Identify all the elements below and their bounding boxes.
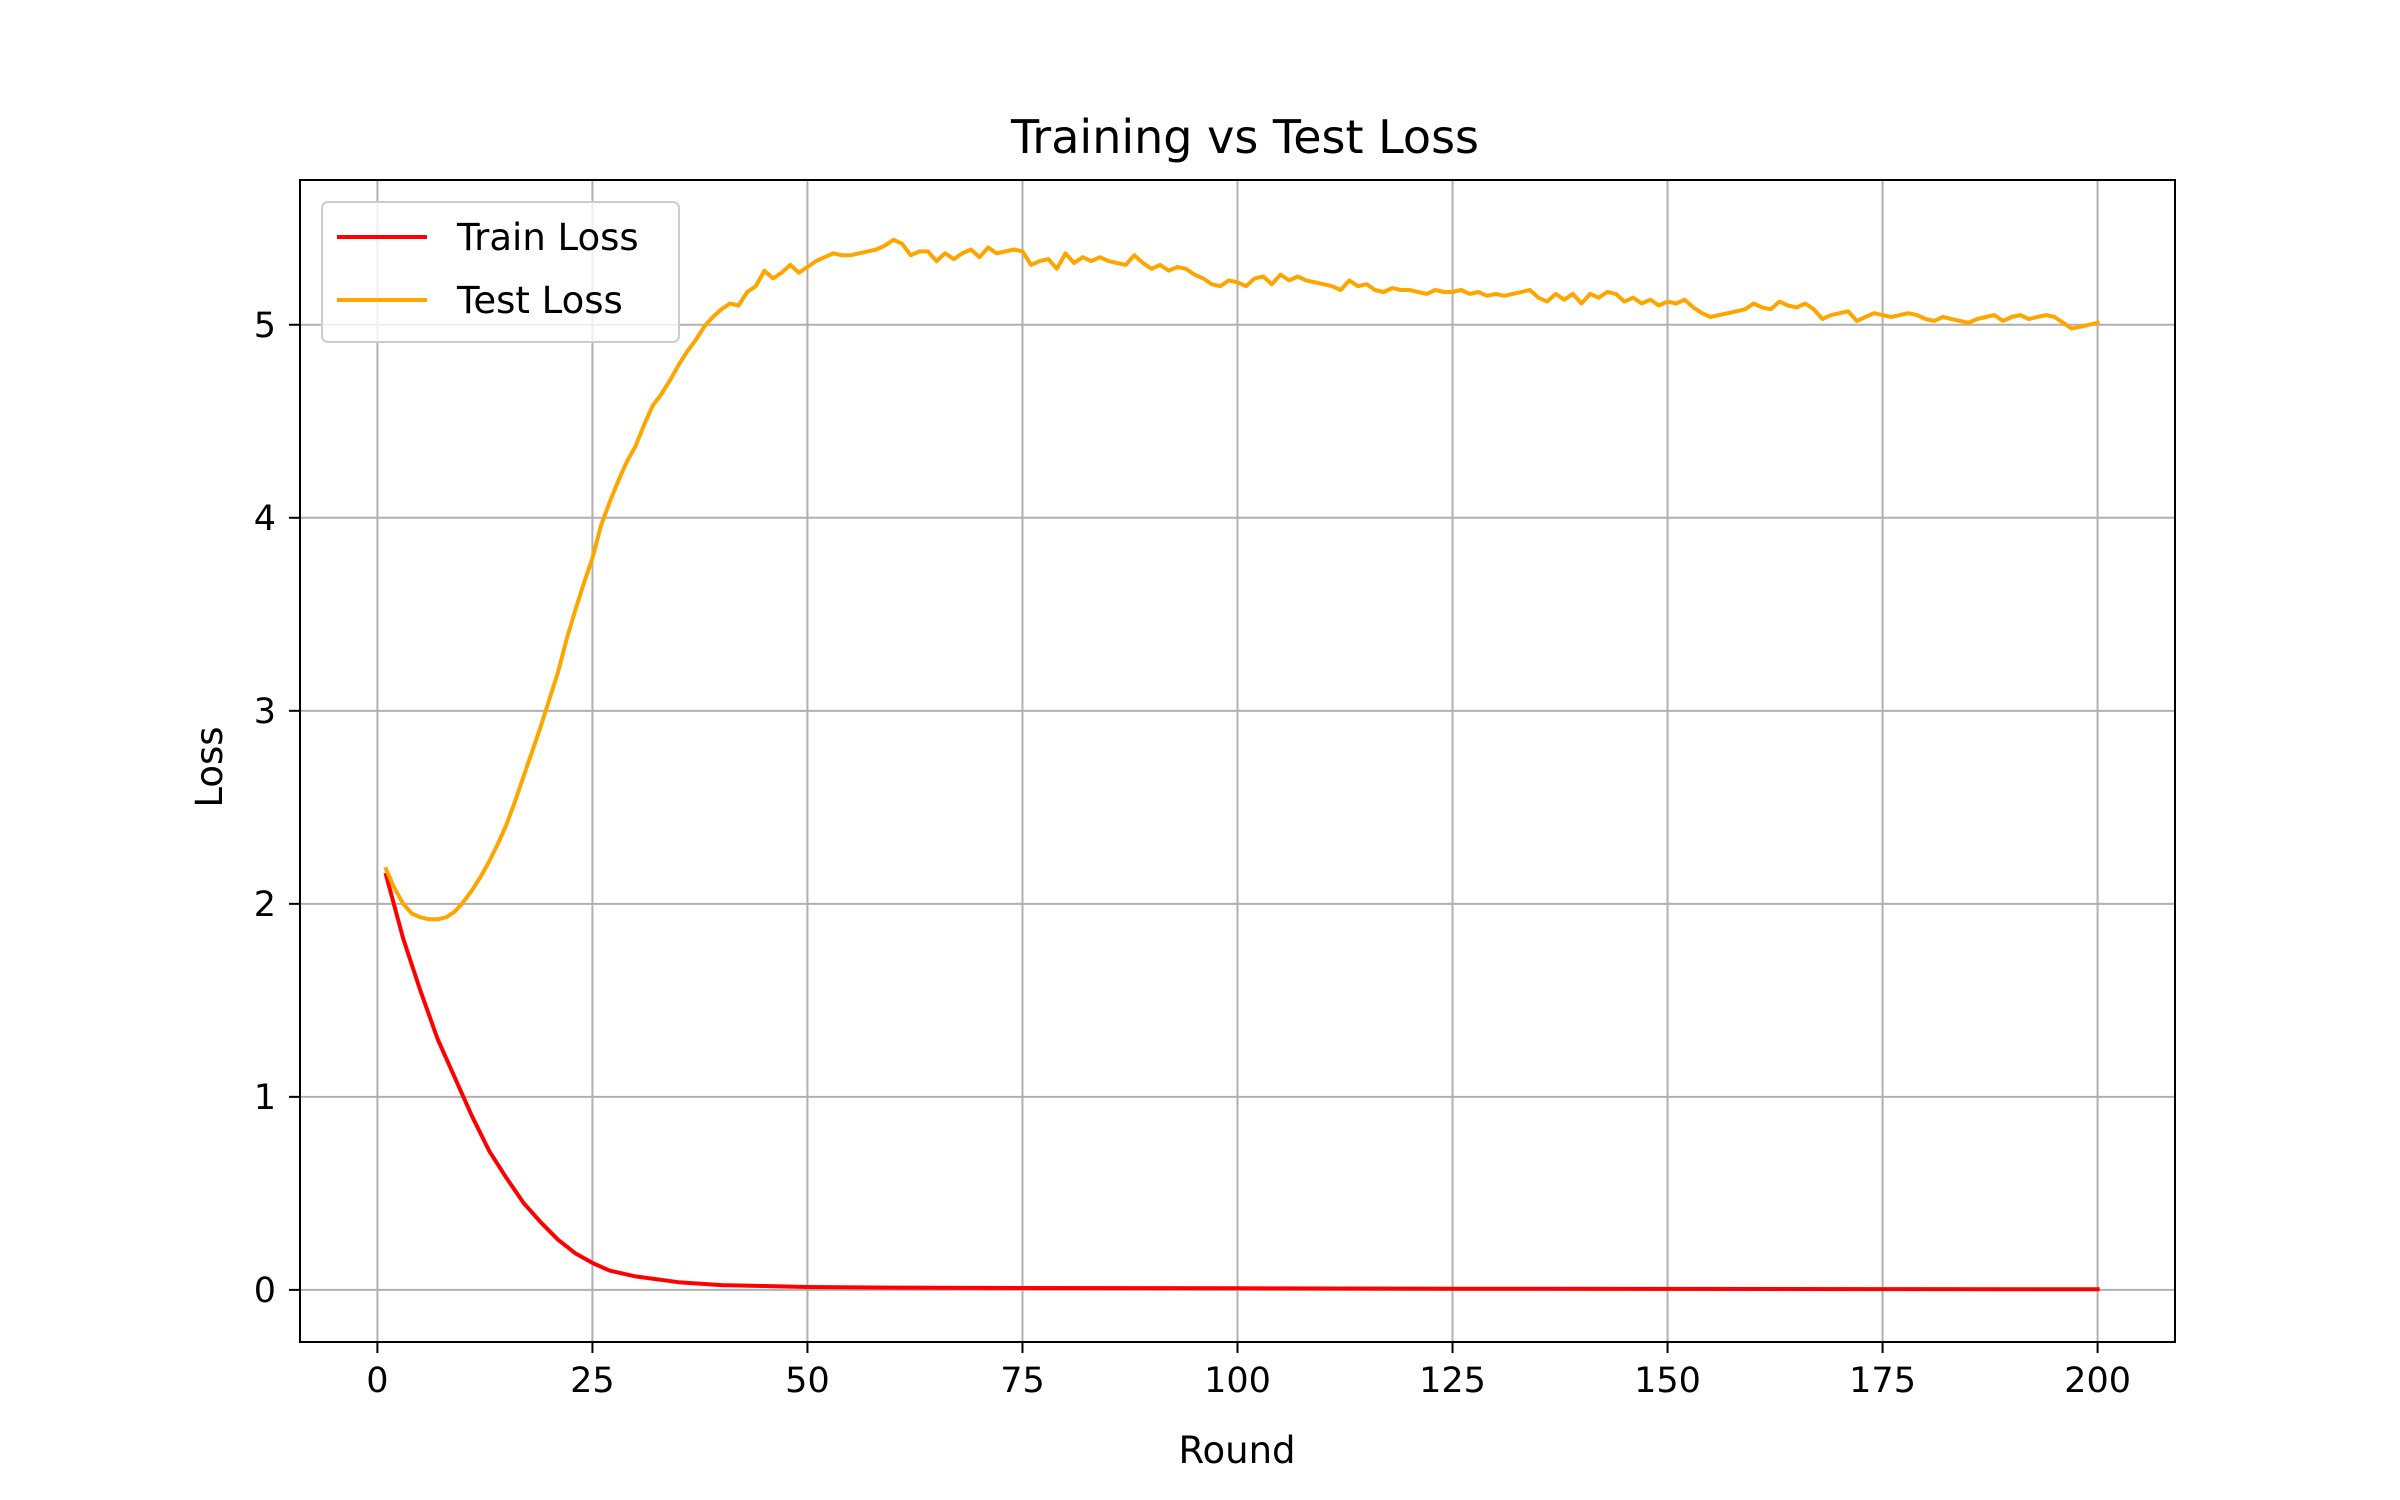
x-tick-label: 150 (1634, 1361, 1701, 1401)
series-line-train-loss (383, 872, 2100, 1292)
y-tick-label: 0 (254, 1271, 276, 1311)
axis-ticks: 0 25 50 75 100 125 150 175 200 0 1 2 3 4 5 (254, 306, 2131, 1401)
y-axis-label: Loss (188, 726, 231, 807)
x-tick-label: 75 (1000, 1361, 1045, 1401)
y-tick-label: 1 (254, 1078, 276, 1118)
x-tick-label: 200 (2064, 1361, 2131, 1401)
y-tick-label: 2 (254, 885, 276, 925)
series-line-test-loss (383, 237, 2101, 922)
x-tick-label: 0 (366, 1361, 388, 1401)
plot-lines (383, 237, 2101, 1292)
chart-title: Training vs Test Loss (1010, 110, 1479, 164)
legend-label-train-loss: Train Loss (456, 216, 639, 259)
x-tick-label: 25 (570, 1361, 615, 1401)
legend-label-test-loss: Test Loss (456, 279, 623, 322)
legend: Train Loss Test Loss (321, 201, 680, 343)
y-tick-label: 3 (254, 692, 276, 732)
x-tick-label: 100 (1204, 1361, 1271, 1401)
x-axis-label: Round (1178, 1429, 1295, 1472)
y-tick-label: 4 (254, 499, 276, 539)
y-tick-label: 5 (254, 306, 276, 346)
x-tick-label: 50 (785, 1361, 830, 1401)
x-tick-label: 125 (1419, 1361, 1486, 1401)
x-tick-label: 175 (1849, 1361, 1916, 1401)
